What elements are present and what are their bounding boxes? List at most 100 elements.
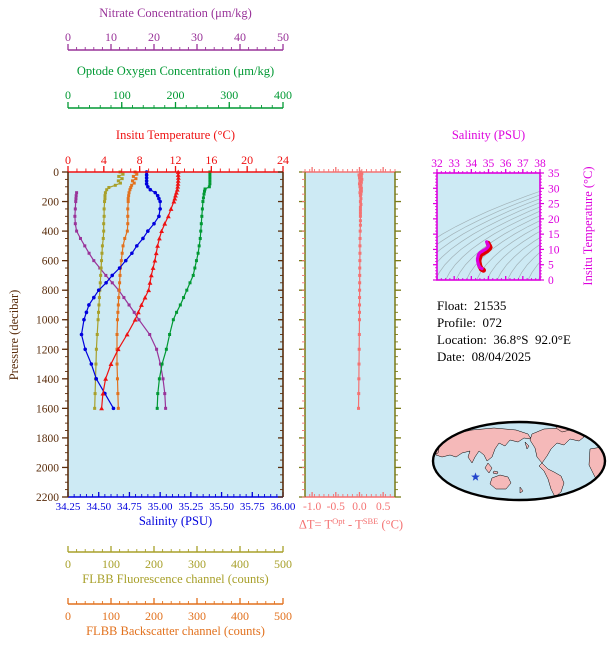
delta-plot-area	[305, 172, 395, 497]
data-marker	[185, 288, 189, 292]
ts-temperature-tick-label: 10	[548, 244, 560, 256]
data-marker	[168, 333, 172, 336]
ts-inset-temperature-label: Insitu Temperature (°C)	[581, 166, 595, 286]
delta-title-sup-opt: Opt	[332, 516, 345, 526]
data-marker	[79, 332, 84, 337]
data-marker	[116, 392, 120, 396]
data-marker	[358, 211, 362, 215]
data-marker	[191, 273, 195, 277]
data-marker	[121, 244, 125, 248]
isopycnal-line	[437, 190, 540, 238]
isopycnal-line	[496, 237, 540, 280]
nitrate-axis-title: Nitrate Concentration (μm/kg)	[99, 6, 252, 20]
data-marker	[101, 236, 105, 240]
data-marker	[358, 219, 362, 223]
data-marker	[359, 180, 363, 184]
data-marker	[175, 310, 179, 314]
data-marker	[160, 362, 164, 366]
pressure-tick-label: 0	[53, 167, 59, 179]
ts-salinity-tick-label: 36	[500, 158, 512, 170]
isopycnal-line	[445, 210, 540, 280]
data-marker	[175, 184, 181, 189]
backscatter-tick-label: 300	[188, 609, 206, 623]
data-marker	[127, 194, 131, 198]
data-marker	[116, 406, 120, 410]
data-marker	[162, 221, 168, 226]
fluorescence-axis: 0 100 200 300 400 500	[65, 546, 292, 571]
data-marker	[357, 173, 361, 177]
map-land-australia	[489, 474, 512, 490]
oxygen-axis: 0 100 200 300 400	[65, 88, 292, 109]
nitrate-tick-label: 20	[148, 30, 160, 44]
temperature-tick-label: 4	[101, 153, 107, 167]
data-marker	[194, 259, 198, 263]
oxygen-tick-label: 200	[167, 88, 185, 102]
pressure-tick-label: 1600	[36, 403, 59, 415]
ts-temperature-tick-label: 25	[548, 199, 560, 211]
ts-temperature-tick-label: 15	[548, 229, 560, 241]
data-marker	[104, 280, 108, 285]
data-marker	[110, 273, 115, 278]
data-marker	[118, 281, 122, 285]
delta-tick-label: -1.0	[303, 501, 321, 513]
data-marker	[116, 303, 120, 307]
data-marker	[182, 296, 186, 300]
salinity-tick-label: 35.75	[240, 501, 265, 513]
data-marker	[100, 251, 104, 255]
ts-temperature-tick-label: 30	[548, 183, 560, 195]
delta-panel-frame: -1.0 -0.5 0.0 0.5	[299, 167, 401, 513]
data-marker	[359, 197, 363, 201]
salinity-tick-label: 34.50	[86, 501, 111, 513]
data-marker	[175, 175, 181, 180]
delta-title-mid: - T	[344, 517, 363, 532]
data-marker	[173, 190, 179, 195]
data-marker	[83, 244, 87, 248]
fluorescence-axis-title: FLBB Fluorescence channel (counts)	[82, 572, 269, 586]
ts-inset-title: Salinity (PSU)	[451, 128, 526, 142]
data-marker	[73, 214, 77, 218]
data-marker	[358, 194, 362, 198]
temperature-tick-label: 8	[137, 153, 143, 167]
data-marker	[100, 259, 104, 263]
pressure-axis-title: Pressure (decibar)	[7, 289, 21, 381]
data-marker	[358, 229, 362, 233]
data-marker	[117, 266, 122, 270]
data-marker	[357, 333, 361, 336]
date-line: Date: 08/04/2025	[437, 349, 531, 364]
data-marker	[208, 173, 212, 177]
data-marker	[135, 172, 139, 176]
fluorescence-tick-label: 100	[102, 557, 120, 571]
oxygen-tick-label: 100	[113, 88, 131, 102]
data-marker	[146, 287, 152, 293]
salinity-tick-label: 36.00	[271, 501, 296, 513]
data-marker	[107, 186, 111, 190]
data-marker	[200, 207, 204, 211]
data-marker	[130, 251, 134, 256]
data-marker	[92, 259, 96, 263]
data-marker	[132, 181, 136, 185]
data-marker	[103, 376, 109, 381]
ts-salinity-tick-label: 35	[483, 158, 495, 170]
data-marker	[96, 318, 100, 322]
fluorescence-tick-label: 0	[65, 557, 71, 571]
data-marker	[94, 377, 99, 381]
temperature-tick-label: 20	[241, 153, 253, 167]
data-marker	[208, 179, 212, 183]
data-marker	[137, 318, 141, 322]
data-marker	[141, 236, 145, 241]
data-marker	[95, 333, 99, 336]
float-info-block: Float: 21535 Profile: 072 Location: 36.8…	[437, 297, 571, 365]
data-marker	[115, 346, 121, 352]
data-marker	[118, 181, 122, 185]
data-marker	[83, 347, 87, 352]
data-marker	[94, 362, 98, 366]
data-marker	[357, 362, 361, 366]
data-marker	[99, 273, 103, 277]
data-marker	[358, 266, 362, 270]
delta-title-prefix: ΔT= T	[298, 517, 333, 532]
data-marker	[116, 179, 120, 183]
data-marker	[358, 223, 362, 227]
data-marker	[357, 318, 361, 322]
